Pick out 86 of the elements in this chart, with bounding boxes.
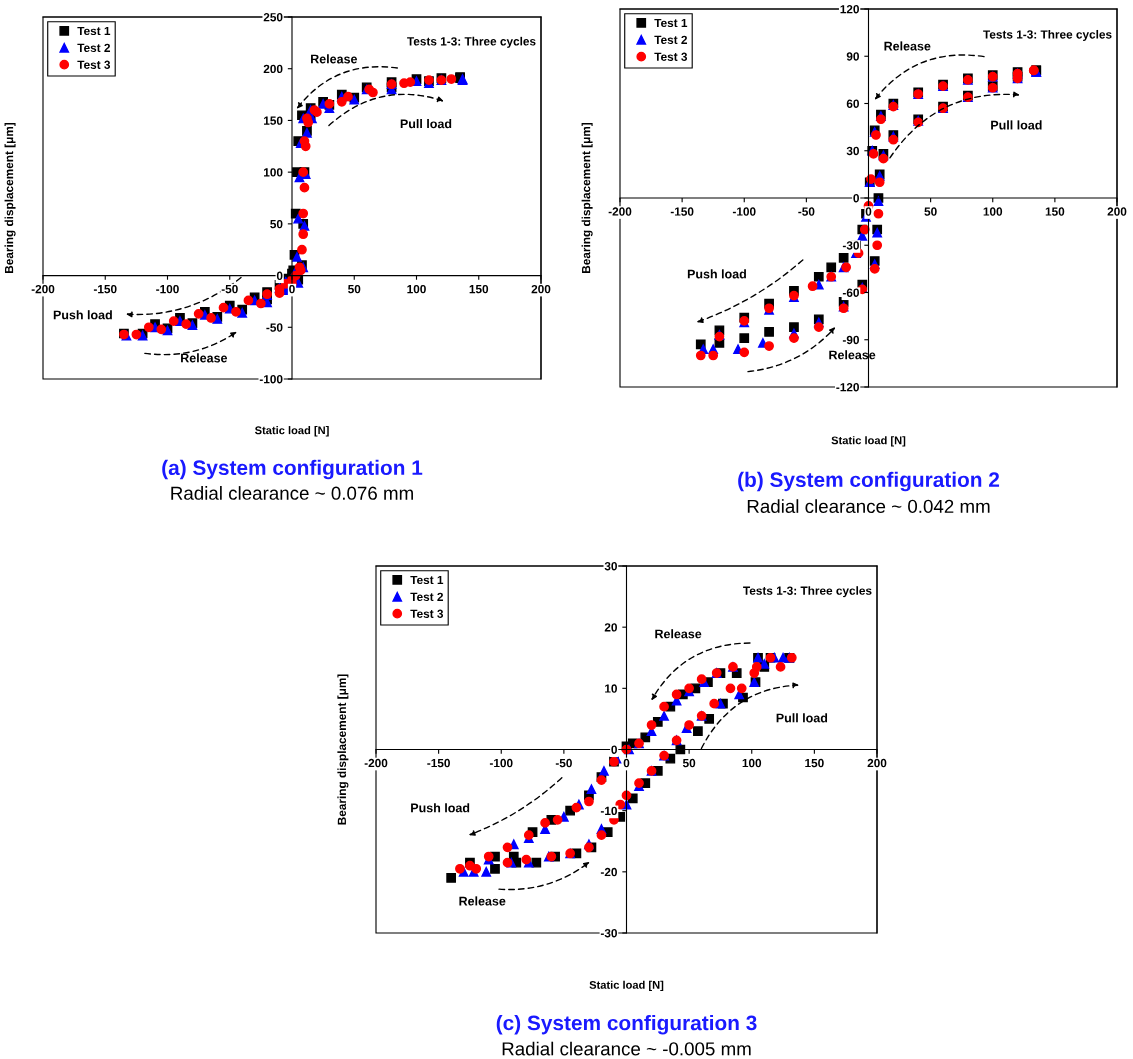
x-tick-label: -150 (670, 207, 694, 216)
y-tick-label: 10 (605, 684, 617, 693)
y-tick-label: 120 (840, 5, 859, 14)
x-tick-label: -150 (427, 758, 450, 768)
y-tick-label: 0 (276, 271, 283, 280)
x-tick-label: -200 (31, 284, 55, 294)
x-tick-label: 100 (983, 207, 1003, 216)
y-tick-label: -60 (842, 288, 859, 297)
legend-label: Test 3 (77, 60, 111, 69)
y-tick-label: -20 (600, 867, 617, 877)
x-tick-label: -100 (156, 284, 179, 294)
legend-label: Test 1 (77, 26, 111, 36)
x-tick-label: 150 (469, 284, 489, 294)
annotation: Tests 1-3: Three cycles (983, 29, 1112, 41)
y-tick-label: -50 (266, 323, 283, 332)
legend-label: Test 1 (654, 18, 688, 28)
y-tick-label: 20 (604, 623, 617, 632)
y-tick-label: -100 (259, 375, 283, 384)
annotation: Release (884, 41, 931, 51)
x-tick-label: 200 (867, 758, 887, 768)
x-tick-label: -200 (608, 207, 632, 216)
legend-label: Test 3 (654, 52, 688, 61)
x-tick-label: 0 (865, 207, 872, 216)
x-tick-label: -100 (732, 207, 756, 216)
y-axis-title: Bearing displacement [μm] (581, 122, 593, 273)
annotation: Release (655, 629, 702, 639)
annotation: Pull load (991, 120, 1042, 130)
y-tick-label: -10 (600, 806, 617, 816)
y-tick-label: 30 (604, 562, 617, 571)
x-axis-title: Static load [N] (831, 436, 906, 447)
text: (c) System configuration 3 (496, 1014, 757, 1035)
x-tick-label: 100 (742, 758, 762, 768)
legend-label: Test 2 (654, 35, 688, 45)
text: Radial clearance ~ -0.005 mm (502, 1041, 751, 1056)
x-tick-label: -50 (798, 207, 815, 216)
y-tick-label: -30 (600, 929, 617, 938)
text: Radial clearance ~ 0.076 mm (171, 486, 413, 500)
x-tick-label: -50 (221, 284, 238, 294)
x-tick-label: 50 (924, 207, 937, 216)
y-tick-label: 100 (264, 168, 283, 177)
x-axis-title: Static load [N] (254, 426, 329, 437)
y-tick-label: 90 (846, 52, 859, 61)
y-tick-label: 30 (846, 146, 859, 156)
legend-label: Test 2 (410, 592, 444, 602)
annotation: Push load (687, 269, 746, 279)
annotation: Push load (411, 803, 470, 813)
y-tick-label: 0 (853, 194, 859, 203)
annotation: Pull load (400, 119, 452, 129)
legend-label: Test 1 (410, 575, 444, 585)
annotation: Tests 1-3: Three cycles (407, 36, 536, 48)
text: (b) System configuration 2 (738, 471, 1000, 492)
x-tick-label: 150 (805, 758, 824, 768)
annotation: Release (459, 896, 506, 906)
y-tick-label: 50 (270, 219, 283, 229)
x-tick-label: 50 (348, 284, 361, 294)
x-tick-label: 200 (531, 284, 551, 294)
y-tick-label: 0 (611, 745, 617, 754)
x-tick-label: -200 (364, 758, 388, 768)
text: Radial clearance ~ 0.042 mm (747, 499, 990, 513)
x-tick-label: 100 (407, 284, 426, 294)
y-axis-title: Bearing displacement [μm] (4, 122, 16, 273)
x-tick-label: 200 (1107, 207, 1127, 216)
y-tick-label: 60 (846, 99, 859, 108)
y-tick-label: -30 (842, 241, 859, 250)
annotation: Push load (53, 310, 112, 320)
y-axis-title: Bearing displacement [μm] (337, 674, 349, 825)
x-axis-title: Static load [N] (589, 980, 664, 992)
x-tick-label: 150 (1045, 207, 1065, 216)
legend-label: Test 2 (77, 43, 111, 53)
x-tick-label: -100 (489, 758, 513, 768)
x-tick-label: 0 (289, 284, 295, 294)
x-tick-label: 0 (623, 758, 630, 768)
x-tick-label: 50 (682, 758, 696, 768)
text: (a) System configuration 1 (162, 459, 423, 480)
annotation: Release (311, 54, 358, 64)
y-tick-label: -120 (836, 383, 859, 392)
annotation: Pull load (776, 713, 828, 723)
x-tick-label: -50 (555, 758, 572, 768)
y-tick-label: -90 (842, 335, 859, 345)
legend-label: Test 3 (410, 609, 444, 618)
y-tick-label: 200 (263, 64, 283, 74)
y-tick-label: 150 (264, 116, 283, 125)
annotation: Tests 1-3: Three cycles (743, 586, 872, 598)
x-tick-label: -150 (93, 284, 117, 294)
y-tick-label: 250 (263, 13, 283, 22)
annotation: Release (181, 353, 228, 363)
